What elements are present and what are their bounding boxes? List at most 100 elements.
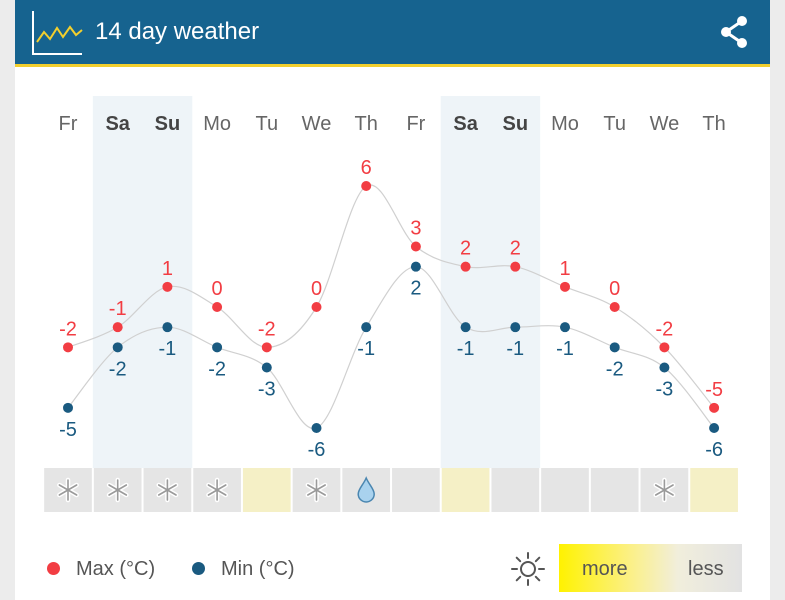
max-point — [659, 342, 670, 353]
min-data-label: -3 — [258, 379, 276, 401]
day-label: Th — [702, 113, 725, 135]
condition-cell — [690, 468, 738, 512]
day-label: Sa — [453, 113, 478, 135]
min-point — [261, 362, 272, 373]
min-data-label: -6 — [308, 439, 326, 461]
max-point — [609, 302, 620, 312]
max-point — [162, 281, 173, 292]
max-point — [311, 302, 322, 312]
min-data-label: -1 — [159, 338, 177, 360]
min-data-label: -2 — [208, 358, 226, 380]
weekend-band — [92, 96, 143, 468]
weekend-band — [490, 96, 541, 468]
min-data-label: -3 — [656, 379, 674, 401]
header-bar — [15, 0, 770, 64]
legend-min-label: Min (°C) — [221, 558, 295, 580]
min-point — [112, 342, 123, 353]
legend-max-marker — [47, 562, 60, 575]
weekend-band — [440, 96, 491, 468]
max-data-label: -2 — [258, 318, 276, 340]
max-point — [460, 261, 471, 272]
legend-max-label: Max (°C) — [76, 558, 156, 580]
chart-logo-icon — [32, 11, 83, 55]
snow-icon-outline — [654, 479, 674, 501]
day-label: Fr — [406, 113, 425, 135]
max-point — [560, 281, 570, 292]
day-label: Tu — [603, 113, 626, 135]
max-data-label: 2 — [510, 238, 521, 260]
min-point — [659, 362, 670, 373]
min-point — [460, 322, 471, 333]
min-data-label: -6 — [705, 439, 723, 461]
max-data-label: 3 — [410, 218, 421, 240]
max-point — [510, 261, 521, 272]
min-point — [560, 322, 570, 333]
max-point — [361, 181, 372, 191]
max-data-label: 0 — [609, 278, 620, 300]
condition-cell — [441, 468, 490, 512]
min-data-label: 2 — [410, 278, 421, 300]
day-label: Sa — [105, 113, 130, 135]
min-point — [162, 322, 173, 333]
max-data-label: 0 — [212, 278, 223, 300]
min-data-label: -2 — [606, 358, 624, 380]
snow-icon-outline — [207, 479, 227, 501]
max-data-label: 0 — [311, 278, 322, 300]
max-data-label: 1 — [162, 258, 173, 280]
min-point — [63, 402, 73, 413]
max-data-label: -5 — [705, 379, 723, 401]
rain-icon — [357, 476, 375, 503]
min-point — [311, 423, 322, 433]
max-point — [63, 342, 73, 353]
legend-min-marker — [192, 562, 205, 575]
day-label: Mo — [551, 113, 579, 135]
min-data-label: -1 — [457, 338, 475, 360]
min-point — [361, 322, 372, 333]
snow-icon-outline — [307, 479, 326, 501]
snow-icon-outline — [108, 479, 128, 501]
max-data-label: 1 — [559, 258, 570, 280]
max-point — [261, 342, 272, 353]
min-point — [609, 342, 620, 353]
scale-more-label: more — [582, 558, 628, 580]
min-point — [212, 342, 223, 353]
snow-icon-outline — [58, 479, 78, 501]
day-label: We — [302, 113, 332, 135]
min-data-label: -5 — [59, 419, 77, 441]
max-point — [410, 241, 421, 252]
day-label: Fr — [59, 113, 78, 135]
page-title: 14 day weather — [95, 18, 260, 45]
day-label: Su — [503, 113, 529, 135]
max-point — [709, 402, 720, 413]
min-data-label: -1 — [506, 338, 524, 360]
min-series-line — [67, 266, 715, 429]
min-data-label: -1 — [357, 338, 375, 360]
min-data-label: -1 — [556, 338, 574, 360]
max-point — [212, 302, 223, 312]
day-label: Mo — [203, 113, 231, 135]
scale-less-label: less — [688, 558, 724, 580]
sun-icon — [511, 552, 545, 586]
day-label: Su — [155, 113, 181, 135]
max-data-label: -1 — [109, 298, 127, 320]
max-data-label: 2 — [460, 238, 471, 260]
min-point — [510, 322, 521, 333]
condition-cell — [491, 468, 540, 512]
condition-cell — [392, 468, 440, 512]
day-label: We — [650, 113, 680, 135]
snow-icon-outline — [157, 479, 177, 501]
header-accent-line — [15, 64, 770, 67]
min-data-label: -2 — [109, 358, 127, 380]
day-label: Tu — [255, 113, 278, 135]
condition-cell — [541, 468, 589, 512]
temperature-chart: Fr Sa Su Mo Tu We Th Fr Sa Su Mo Tu We Th -2 -1 1 0 -2 0 6 3 2… — [44, 96, 738, 512]
sunshine-scale — [559, 544, 742, 592]
min-point — [410, 261, 421, 272]
max-point — [112, 322, 123, 333]
max-data-label: 6 — [361, 157, 372, 179]
condition-cell — [590, 468, 639, 512]
condition-cell — [242, 468, 291, 512]
max-data-label: -2 — [656, 318, 674, 340]
min-point — [709, 423, 720, 433]
share-icon[interactable] — [718, 14, 750, 50]
